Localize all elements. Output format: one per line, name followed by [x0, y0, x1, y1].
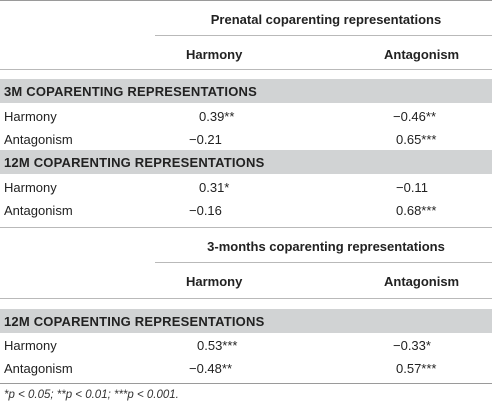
cell-harmony: 0.53***: [197, 338, 238, 353]
section-title: 12M COPARENTING REPRESENTATIONS: [4, 314, 265, 329]
section-title: 3M COPARENTING REPRESENTATIONS: [4, 84, 258, 99]
row-label: Harmony: [4, 180, 57, 195]
table2-header-group: 3-months coparenting representations: [207, 239, 445, 254]
table1-col-antagonism: Antagonism: [384, 47, 460, 62]
table2-col-antagonism: Antagonism: [384, 274, 460, 289]
table1-group-rule: [155, 35, 492, 36]
top-rule: [0, 0, 492, 1]
bottom-rule: [0, 383, 492, 384]
row-label: Harmony: [4, 109, 57, 124]
table2-header-rule: [0, 298, 492, 299]
row-label: Harmony: [4, 338, 57, 353]
cell-harmony: −0.48**: [189, 361, 233, 376]
row-label: Antagonism: [4, 132, 73, 147]
table2-group-rule: [155, 262, 492, 263]
footnote: *p < 0.05; **p < 0.01; ***p < 0.001.: [4, 389, 179, 401]
cell-antagonism: −0.46**: [393, 109, 437, 124]
cell-harmony: −0.21: [189, 132, 222, 147]
row-label: Antagonism: [4, 203, 73, 218]
table1-col-harmony: Harmony: [186, 47, 243, 62]
table1-header-rule: [0, 69, 492, 70]
section-band: 12M COPARENTING REPRESENTATIONS: [0, 309, 492, 333]
section-title: 12M COPARENTING REPRESENTATIONS: [4, 155, 265, 170]
table1-bottom-rule: [0, 227, 492, 228]
cell-harmony: −0.16: [189, 203, 222, 218]
row-label: Antagonism: [4, 361, 73, 376]
cell-antagonism: 0.65***: [396, 132, 437, 147]
cell-antagonism: 0.68***: [396, 203, 437, 218]
cell-antagonism: −0.11: [396, 180, 428, 195]
cell-antagonism: 0.57***: [396, 361, 437, 376]
cell-harmony: 0.31*: [199, 180, 230, 195]
table1-header-group: Prenatal coparenting representations: [210, 12, 442, 27]
cell-antagonism: −0.33*: [393, 338, 431, 353]
section-band: 3M COPARENTING REPRESENTATIONS: [0, 79, 492, 103]
cell-harmony: 0.39**: [199, 109, 235, 124]
table2-col-harmony: Harmony: [186, 274, 243, 289]
section-band: 12M COPARENTING REPRESENTATIONS: [0, 150, 492, 174]
